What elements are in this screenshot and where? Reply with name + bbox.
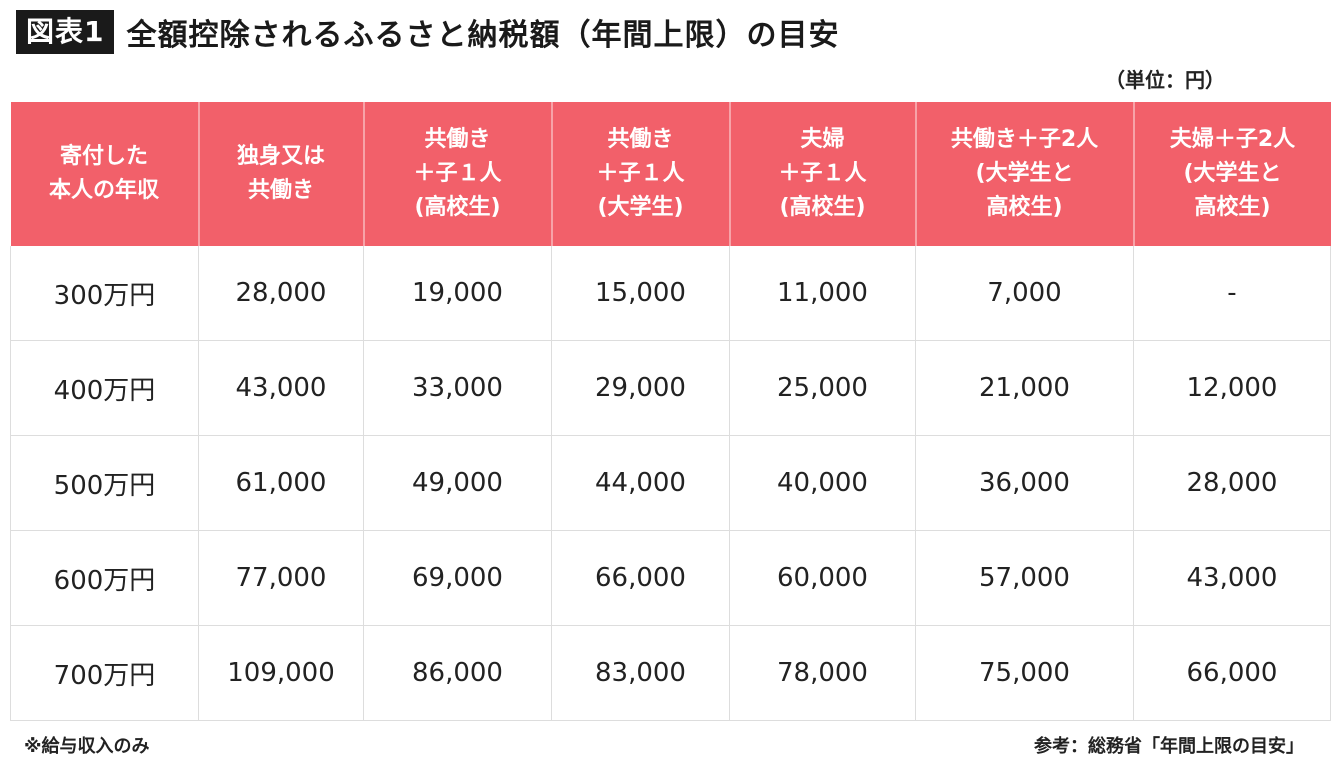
cell-value: 43,000 <box>198 340 364 436</box>
cell-value: 69,000 <box>363 530 552 626</box>
cell-value: 86,000 <box>363 625 552 721</box>
cell-value: 49,000 <box>363 435 552 531</box>
cell-value: 21,000 <box>915 340 1134 436</box>
cell-income: 500万円 <box>10 435 199 531</box>
cell-value: 75,000 <box>915 625 1134 721</box>
cell-value: 28,000 <box>198 246 364 341</box>
tax-limit-table: 寄付した 本人の年収 独身又は 共働き 共働き ＋子１人 (高校生) 共働き ＋… <box>10 102 1331 721</box>
source-note: 参考：総務省「年間上限の目安」 <box>1034 736 1304 757</box>
table-row: 500万円 61,000 49,000 44,000 40,000 36,000… <box>10 435 1331 531</box>
cell-value: 7,000 <box>915 246 1134 341</box>
cell-value: 57,000 <box>915 530 1134 626</box>
cell-value: 33,000 <box>363 340 552 436</box>
table-row: 300万円 28,000 19,000 15,000 11,000 7,000 … <box>10 246 1331 341</box>
figure-badge: 図表1 <box>16 10 115 54</box>
header-couple-child-highschool: 夫婦 ＋子１人 (高校生) <box>729 102 917 246</box>
cell-income: 300万円 <box>10 246 199 341</box>
unit-note: （単位：円） <box>1105 68 1225 92</box>
footnote: ※給与収入のみ <box>24 736 150 757</box>
cell-value: - <box>1133 246 1331 341</box>
cell-value: 66,000 <box>551 530 730 626</box>
cell-income: 700万円 <box>10 625 199 721</box>
cell-value: 15,000 <box>551 246 730 341</box>
cell-value: 43,000 <box>1133 530 1331 626</box>
page-title: 全額控除されるふるさと納税額（年間上限）の目安 <box>126 18 840 53</box>
cell-value: 40,000 <box>729 435 916 531</box>
header-dual-child-highschool: 共働き ＋子１人 (高校生) <box>363 102 553 246</box>
cell-value: 29,000 <box>551 340 730 436</box>
cell-value: 61,000 <box>198 435 364 531</box>
cell-value: 28,000 <box>1133 435 1331 531</box>
cell-value: 36,000 <box>915 435 1134 531</box>
cell-value: 66,000 <box>1133 625 1331 721</box>
cell-value: 109,000 <box>198 625 364 721</box>
table-row: 400万円 43,000 33,000 29,000 25,000 21,000… <box>10 340 1331 436</box>
cell-value: 11,000 <box>729 246 916 341</box>
header-dual-child-university: 共働き ＋子１人 (大学生) <box>551 102 731 246</box>
title-row: 図表1 全額控除されるふるさと納税額（年間上限）の目安 <box>16 10 839 54</box>
table-row: 700万円 109,000 86,000 83,000 78,000 75,00… <box>10 625 1331 721</box>
header-dual-two-children: 共働き＋子2人 (大学生と 高校生) <box>915 102 1135 246</box>
cell-value: 19,000 <box>363 246 552 341</box>
header-couple-two-children: 夫婦＋子2人 (大学生と 高校生) <box>1133 102 1331 246</box>
cell-income: 600万円 <box>10 530 199 626</box>
cell-value: 77,000 <box>198 530 364 626</box>
cell-value: 12,000 <box>1133 340 1331 436</box>
table-row: 600万円 77,000 69,000 66,000 60,000 57,000… <box>10 530 1331 626</box>
cell-value: 25,000 <box>729 340 916 436</box>
header-single-or-dual: 独身又は 共働き <box>198 102 365 246</box>
cell-value: 60,000 <box>729 530 916 626</box>
header-income: 寄付した 本人の年収 <box>10 102 200 246</box>
cell-value: 44,000 <box>551 435 730 531</box>
cell-income: 400万円 <box>10 340 199 436</box>
cell-value: 83,000 <box>551 625 730 721</box>
cell-value: 78,000 <box>729 625 916 721</box>
table-header-row: 寄付した 本人の年収 独身又は 共働き 共働き ＋子１人 (高校生) 共働き ＋… <box>10 102 1331 246</box>
